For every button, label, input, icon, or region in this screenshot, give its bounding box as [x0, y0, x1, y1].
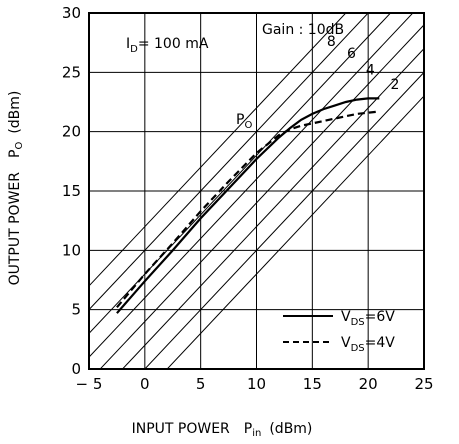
series: [116, 97, 380, 314]
x-axis-title: INPUT POWER Pin (dBm): [132, 421, 313, 439]
x-tick-label-1: 0: [140, 375, 150, 393]
gain-annotation: Gain : 10dB: [262, 22, 344, 38]
gain-line-label-4: 4: [366, 63, 375, 79]
y-tick-label-6: 30: [62, 4, 81, 22]
x-tick-label-2: 5: [196, 375, 206, 393]
y-tick-label-5: 25: [62, 63, 81, 81]
x-tick-label-6: 25: [414, 375, 433, 393]
series-line-0: [116, 97, 380, 314]
gain-line-7: [166, 95, 424, 369]
gain-line-label-2: 2: [391, 77, 400, 93]
x-tick-label-4: 15: [303, 375, 322, 393]
gain-line-3: [121, 48, 424, 369]
id-annotation: ID= 100 mA: [126, 36, 209, 55]
y-tick-label-1: 5: [71, 301, 81, 319]
y-tick-label-4: 20: [62, 123, 81, 141]
x-tick-label-3: 10: [247, 375, 266, 393]
plot-frame: [88, 12, 425, 370]
gain-lines: [89, 13, 424, 369]
x-tick-label-5: 20: [359, 375, 378, 393]
legend: VDS=6V VDS=4V: [283, 309, 395, 354]
x-tick-label-0: − 5: [76, 375, 103, 393]
y-tick-label-0: 0: [71, 360, 81, 378]
po-annotation: PO: [236, 112, 252, 131]
gain-line-2: [99, 24, 424, 369]
gain-line-5: [89, 13, 369, 311]
gain-line-4: [144, 71, 424, 369]
gain-line-6: [89, 13, 347, 287]
y-tick-label-2: 10: [62, 241, 81, 259]
gain-line-1: [89, 13, 414, 358]
series-line-1: [116, 110, 380, 309]
gain-line-label-6: 6: [347, 46, 356, 62]
y-tick-label-3: 15: [62, 182, 81, 200]
legend-label-4v: VDS=4V: [341, 335, 395, 354]
y-axis-title: OUTPUT POWERPO(dBm): [7, 91, 25, 286]
gain-line-label-8: 8: [327, 34, 336, 50]
gain-line-0: [89, 13, 392, 334]
legend-label-6v: VDS=6V: [341, 309, 395, 328]
